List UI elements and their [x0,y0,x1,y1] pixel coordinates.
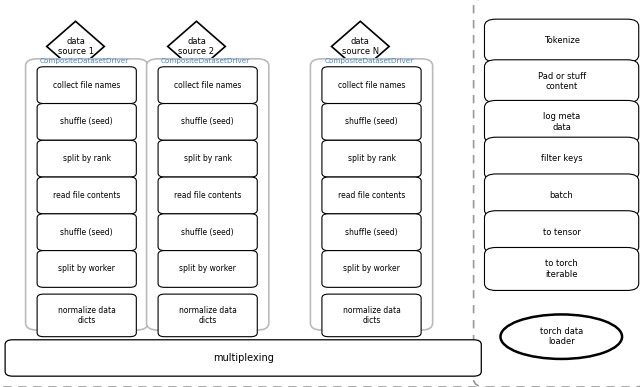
FancyBboxPatch shape [322,67,421,103]
Text: collect file names: collect file names [53,80,120,90]
Text: torch data
loader: torch data loader [540,327,583,346]
Text: split by worker: split by worker [343,264,400,274]
FancyBboxPatch shape [484,100,639,143]
FancyBboxPatch shape [158,294,257,337]
FancyBboxPatch shape [37,251,136,287]
Text: split by worker: split by worker [179,264,236,274]
FancyBboxPatch shape [158,177,257,214]
Text: split by rank: split by rank [63,154,111,163]
FancyBboxPatch shape [5,340,481,376]
Text: read file contents: read file contents [53,191,120,200]
FancyBboxPatch shape [484,248,639,290]
Text: shuffle (seed): shuffle (seed) [181,228,234,237]
Text: read file contents: read file contents [338,191,405,200]
FancyBboxPatch shape [484,211,639,254]
FancyBboxPatch shape [484,19,639,62]
FancyBboxPatch shape [310,59,433,330]
FancyBboxPatch shape [0,0,493,387]
Text: split by worker: split by worker [58,264,115,274]
Text: collect file names: collect file names [338,80,405,90]
Text: shuffle (seed): shuffle (seed) [181,117,234,127]
Text: data
source N: data source N [342,37,379,56]
FancyBboxPatch shape [26,59,148,330]
Text: to torch
iterable: to torch iterable [545,259,578,279]
Text: log meta
data: log meta data [543,112,580,132]
FancyBboxPatch shape [474,0,640,387]
Text: shuffle (seed): shuffle (seed) [345,228,398,237]
FancyBboxPatch shape [322,251,421,287]
FancyBboxPatch shape [37,67,136,103]
FancyBboxPatch shape [158,214,257,251]
FancyBboxPatch shape [322,140,421,177]
Text: shuffle (seed): shuffle (seed) [345,117,398,127]
Text: filter keys: filter keys [541,154,582,163]
FancyBboxPatch shape [37,140,136,177]
FancyBboxPatch shape [147,59,269,330]
Text: batch: batch [550,191,573,200]
Text: Pad or stuff
content: Pad or stuff content [538,72,586,91]
FancyBboxPatch shape [37,294,136,337]
FancyBboxPatch shape [322,103,421,140]
FancyBboxPatch shape [158,251,257,287]
Text: normalize data
dicts: normalize data dicts [179,306,237,325]
FancyBboxPatch shape [37,103,136,140]
Text: split by rank: split by rank [348,154,396,163]
Text: shuffle (seed): shuffle (seed) [60,117,113,127]
FancyBboxPatch shape [484,137,639,180]
FancyBboxPatch shape [322,214,421,251]
Text: data
source 1: data source 1 [58,37,93,56]
Text: normalize data
dicts: normalize data dicts [342,306,401,325]
Text: CompositeDatasetDriver: CompositeDatasetDriver [161,58,250,64]
FancyBboxPatch shape [322,177,421,214]
Text: read file contents: read file contents [174,191,241,200]
Text: CompositeDatasetDriver: CompositeDatasetDriver [324,58,413,64]
Text: normalize data
dicts: normalize data dicts [58,306,116,325]
FancyBboxPatch shape [158,140,257,177]
FancyBboxPatch shape [484,60,639,103]
Text: collect file names: collect file names [174,80,241,90]
Text: multiplexing: multiplexing [212,353,274,363]
FancyBboxPatch shape [484,174,639,217]
Text: split by rank: split by rank [184,154,232,163]
Text: data
source 2: data source 2 [179,37,214,56]
FancyBboxPatch shape [37,214,136,251]
FancyBboxPatch shape [37,177,136,214]
Text: Tokenize: Tokenize [543,36,580,45]
FancyBboxPatch shape [322,294,421,337]
Text: CompositeDatasetDriver: CompositeDatasetDriver [40,58,129,64]
FancyBboxPatch shape [158,103,257,140]
FancyBboxPatch shape [158,67,257,103]
Text: shuffle (seed): shuffle (seed) [60,228,113,237]
Text: to tensor: to tensor [543,228,580,237]
